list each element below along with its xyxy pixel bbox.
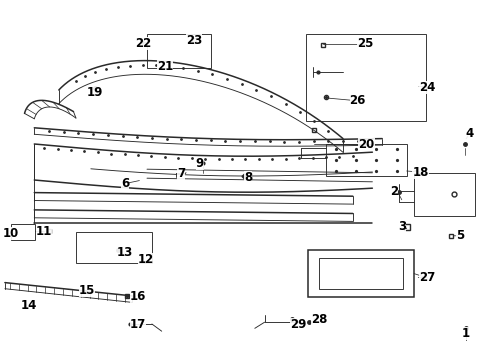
Text: 2: 2 <box>390 185 398 198</box>
Text: 21: 21 <box>157 60 173 73</box>
Text: 12: 12 <box>138 253 154 266</box>
Text: 24: 24 <box>419 81 436 94</box>
Text: 18: 18 <box>412 166 429 179</box>
Text: 23: 23 <box>186 34 202 47</box>
Text: 9: 9 <box>196 157 204 170</box>
Text: 17: 17 <box>130 318 147 331</box>
Text: 8: 8 <box>244 171 252 184</box>
Text: 1: 1 <box>462 327 469 340</box>
Text: 16: 16 <box>130 291 147 303</box>
Text: 4: 4 <box>466 127 473 140</box>
Text: 25: 25 <box>357 37 374 50</box>
Text: 19: 19 <box>86 86 103 99</box>
Text: 26: 26 <box>349 94 366 107</box>
Text: 27: 27 <box>419 271 436 284</box>
Text: 11: 11 <box>36 225 52 238</box>
Text: 20: 20 <box>358 138 375 151</box>
Text: 29: 29 <box>290 318 306 331</box>
Text: 13: 13 <box>116 246 133 259</box>
Text: 15: 15 <box>79 284 96 297</box>
Text: 28: 28 <box>311 313 328 326</box>
Text: 7: 7 <box>177 167 185 180</box>
Text: 22: 22 <box>135 37 151 50</box>
Text: 10: 10 <box>2 227 19 240</box>
Text: 6: 6 <box>121 177 129 190</box>
Text: 14: 14 <box>20 299 37 312</box>
Text: 3: 3 <box>398 220 406 233</box>
Text: 5: 5 <box>457 229 465 242</box>
